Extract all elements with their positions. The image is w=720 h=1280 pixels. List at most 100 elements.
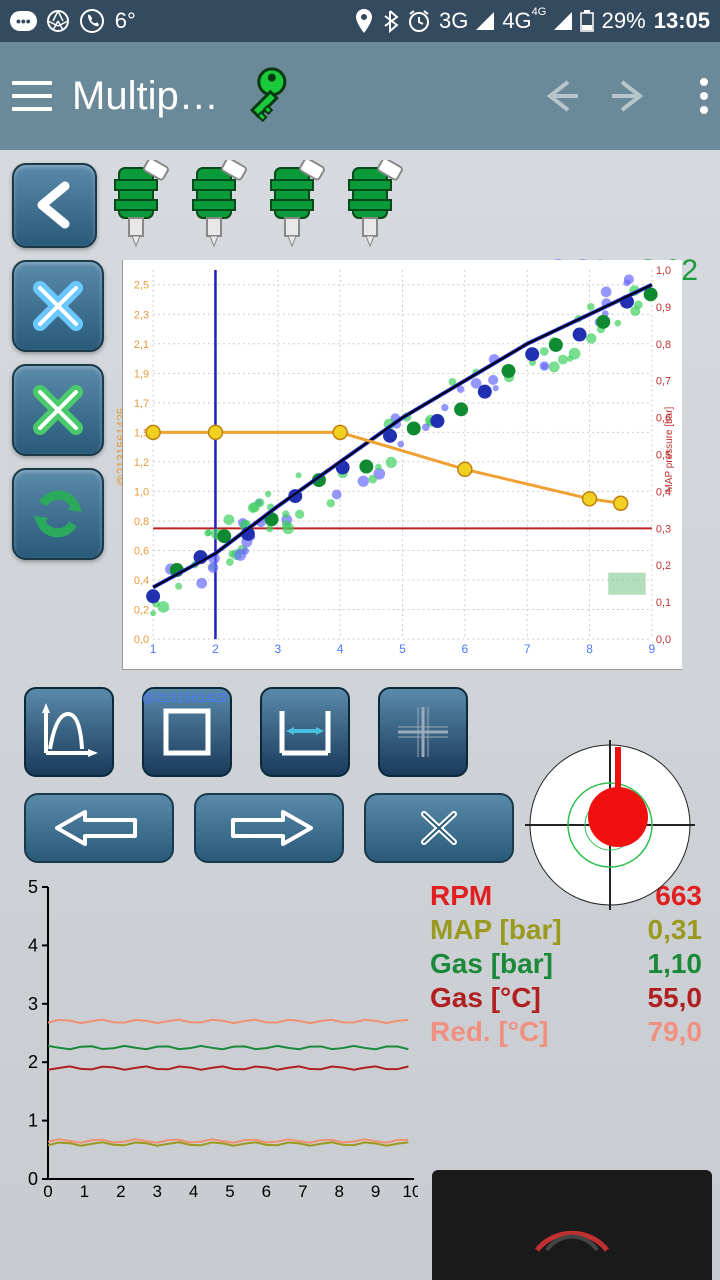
refresh-button[interactable]: [12, 468, 104, 560]
alarm-icon: [407, 9, 431, 33]
camera-shutter-icon: [47, 10, 69, 32]
svg-text:1,0: 1,0: [656, 265, 671, 277]
rpm-label: RPM: [430, 880, 492, 912]
svg-text:1,7: 1,7: [134, 398, 149, 410]
main-chart[interactable]: 2,31 3,92 @2131561425 0,00,20,40,60,81,0…: [122, 260, 708, 675]
svg-text:0,2: 0,2: [134, 605, 149, 617]
svg-text:7: 7: [524, 642, 531, 656]
menu-button[interactable]: [12, 81, 52, 111]
curve-tool-button[interactable]: [24, 687, 114, 777]
svg-text:9: 9: [371, 1182, 380, 1201]
injector-3-icon[interactable]: [257, 160, 331, 250]
svg-text:2,1: 2,1: [134, 339, 149, 351]
svg-text:5: 5: [399, 642, 406, 656]
close-green-button[interactable]: [12, 364, 104, 456]
svg-text:3: 3: [28, 994, 38, 1014]
svg-text:0,0: 0,0: [134, 634, 149, 646]
target-indicator[interactable]: [520, 735, 700, 915]
move-right-button[interactable]: [194, 793, 344, 863]
gasbar-label: Gas [bar]: [430, 948, 553, 980]
overflow-menu-button[interactable]: [700, 78, 708, 114]
map-label: MAP [bar]: [430, 914, 562, 946]
bluetooth-icon: [381, 9, 399, 33]
svg-text:1: 1: [28, 1111, 38, 1131]
svg-text:6: 6: [262, 1182, 271, 1201]
red-label: Red. [°C]: [430, 1016, 549, 1048]
svg-text:4: 4: [337, 642, 344, 656]
network-3g: 3G: [439, 8, 468, 34]
svg-text:2,5: 2,5: [134, 280, 149, 292]
svg-text:4: 4: [189, 1182, 198, 1201]
injector-1-icon[interactable]: [101, 160, 175, 250]
svg-text:2: 2: [212, 642, 219, 656]
svg-text:0: 0: [43, 1182, 52, 1201]
svg-text:2,3: 2,3: [134, 309, 149, 321]
width-tool-button[interactable]: [260, 687, 350, 777]
svg-text:5: 5: [225, 1182, 234, 1201]
clock-time: 13:05: [654, 8, 710, 34]
key-icon[interactable]: [239, 66, 299, 126]
x-axis-label: @2131561422: [142, 690, 228, 705]
injector-row: [0, 150, 720, 260]
gasc-label: Gas [°C]: [430, 982, 541, 1014]
svg-text:8: 8: [334, 1182, 343, 1201]
viber-icon: [79, 8, 105, 34]
svg-text:8: 8: [586, 642, 593, 656]
back-button[interactable]: [12, 163, 97, 248]
mini-chart[interactable]: 0 1 2 3 4 5 0 1 2 3 4 5 6 7 8 9 10: [18, 879, 418, 1209]
signal-1-icon: [476, 12, 494, 30]
svg-text:5: 5: [28, 879, 38, 897]
battery-icon: [580, 10, 594, 32]
close-blue-button[interactable]: [12, 260, 104, 352]
forward-arrow-button[interactable]: [610, 76, 650, 116]
svg-text:0: 0: [28, 1169, 38, 1189]
readings-panel: RPM663 MAP [bar]0,31 Gas [bar]1,10 Gas […: [430, 879, 702, 1209]
svg-text:6: 6: [462, 642, 469, 656]
crosshair-tool-button[interactable]: [378, 687, 468, 777]
injector-2-icon[interactable]: [179, 160, 253, 250]
notification-pill-icon: •••: [10, 11, 37, 31]
svg-text:0,2: 0,2: [656, 560, 671, 572]
svg-text:0,6: 0,6: [134, 545, 149, 557]
battery-percent: 29%: [602, 8, 646, 34]
svg-text:MAP pressure [bar]: MAP pressure [bar]: [664, 406, 675, 492]
map-value: 0,31: [648, 914, 703, 946]
svg-text:0,9: 0,9: [656, 302, 671, 314]
svg-text:0,3: 0,3: [656, 523, 671, 535]
red-value: 79,0: [648, 1016, 703, 1048]
svg-text:3: 3: [152, 1182, 161, 1201]
svg-text:10: 10: [403, 1182, 418, 1201]
app-bar: Multip…: [0, 42, 720, 150]
svg-text:2: 2: [116, 1182, 125, 1201]
svg-text:0,0: 0,0: [656, 634, 671, 646]
injector-4-icon[interactable]: [335, 160, 409, 250]
svg-text:1: 1: [150, 642, 157, 656]
location-icon: [355, 9, 373, 33]
svg-text:0,4: 0,4: [134, 575, 149, 587]
delete-button[interactable]: [364, 793, 514, 863]
svg-text:0,8: 0,8: [134, 516, 149, 528]
svg-text:0,8: 0,8: [656, 339, 671, 351]
gasbar-value: 1,10: [648, 948, 703, 980]
bottom-widget[interactable]: [432, 1170, 712, 1280]
gasc-value: 55,0: [648, 982, 703, 1014]
page-title: Multip…: [72, 74, 219, 119]
network-4g: 4G4G: [502, 8, 531, 34]
svg-text:7: 7: [298, 1182, 307, 1201]
svg-text:2: 2: [28, 1052, 38, 1072]
move-left-button[interactable]: [24, 793, 174, 863]
svg-text:3: 3: [274, 642, 281, 656]
signal-2-icon: [554, 12, 572, 30]
svg-text:0,7: 0,7: [656, 376, 671, 388]
temperature: 6°: [115, 8, 136, 34]
svg-text:1,0: 1,0: [134, 486, 149, 498]
svg-text:0,1: 0,1: [656, 597, 671, 609]
svg-text:1,9: 1,9: [134, 368, 149, 380]
chart-canvas: 0,00,20,40,60,81,01,21,51,71,92,12,32,50…: [122, 260, 682, 670]
status-bar: ••• 6° 3G 4G4G 29% 13:05: [0, 0, 720, 42]
svg-text:9: 9: [649, 642, 656, 656]
back-arrow-button[interactable]: [540, 76, 580, 116]
svg-text:4: 4: [28, 935, 38, 955]
svg-text:1,2: 1,2: [134, 457, 149, 469]
svg-text:1: 1: [80, 1182, 89, 1201]
